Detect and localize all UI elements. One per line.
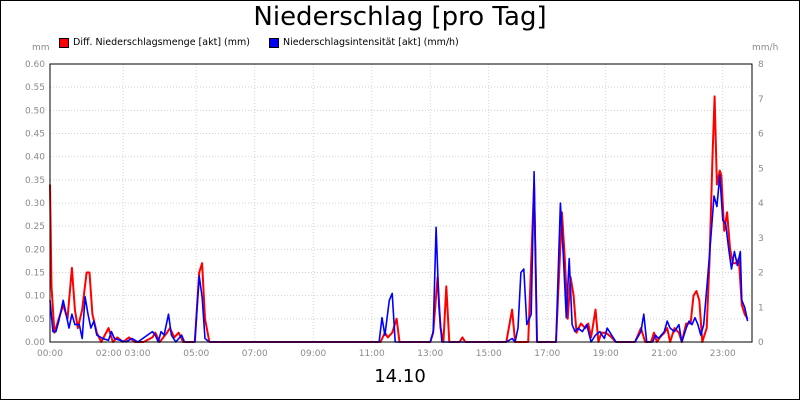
y-right-tick-label: 0: [758, 338, 764, 348]
y-right-tick-label: 5: [758, 164, 764, 174]
y-left-tick-label: 0.10: [25, 292, 45, 302]
x-tick-label: 23:00: [710, 349, 736, 359]
y-left-tick-label: 0.60: [25, 60, 45, 70]
y-left-tick-label: 0.25: [25, 222, 45, 232]
chart-title: Niederschlag [pro Tag]: [253, 2, 547, 32]
y-left-tick-label: 0.05: [25, 315, 45, 325]
y-right-tick-label: 7: [758, 95, 764, 105]
legend-item-red: Diff. Niederschlagsmenge [akt] (mm): [59, 37, 250, 48]
y-right-tick-label: 1: [758, 303, 764, 313]
legend-label-blue: Niederschlagsintensität [akt] (mm/h): [283, 37, 459, 48]
x-tick-label: 13:00: [417, 349, 443, 359]
y-right-tick-label: 4: [758, 199, 764, 209]
y-right-tick-label: 2: [758, 269, 764, 279]
x-tick-label: 15:00: [476, 349, 502, 359]
y-left-tick-label: 0.50: [25, 106, 45, 116]
y-right-unit: mm/h: [752, 43, 779, 53]
y-left-tick-label: 0.45: [25, 130, 45, 140]
series-line-intensitaet: [49, 170, 749, 343]
y-right-tick-label: 3: [758, 234, 764, 244]
plot-border: [49, 63, 753, 343]
legend-label-red: Diff. Niederschlagsmenge [akt] (mm): [73, 37, 250, 48]
x-tick-label: 00:00: [37, 349, 63, 359]
y-right-tick-label: 6: [758, 130, 764, 140]
y-left-tick-label: 0.30: [25, 199, 45, 209]
legend-item-blue: Niederschlagsintensität [akt] (mm/h): [269, 37, 459, 48]
y-left-tick-label: 0.55: [25, 83, 45, 93]
legend-swatch-red: [59, 37, 69, 48]
y-left-unit: mm: [32, 43, 50, 53]
x-tick-label: 02:00 03:00: [96, 349, 151, 359]
x-tick-label: 19:00: [593, 349, 619, 359]
x-tick-label: 09:00: [300, 349, 326, 359]
x-tick-label: 07:00: [242, 349, 268, 359]
y-left-tick-label: 0.35: [25, 176, 45, 186]
y-left-tick-label: 0.20: [25, 245, 45, 255]
legend-swatch-blue: [269, 37, 279, 48]
y-left-tick-label: 0.00: [25, 338, 45, 348]
x-tick-label: 11:00: [359, 349, 385, 359]
x-tick-label: 17:00: [534, 349, 560, 359]
x-tick-label: 05:00: [183, 349, 209, 359]
x-tick-label: 21:00: [651, 349, 677, 359]
y-right-tick-label: 8: [758, 60, 764, 70]
date-label: 14.10: [374, 366, 426, 387]
y-left-tick-label: 0.15: [25, 269, 45, 279]
y-left-tick-label: 0.40: [25, 153, 45, 163]
